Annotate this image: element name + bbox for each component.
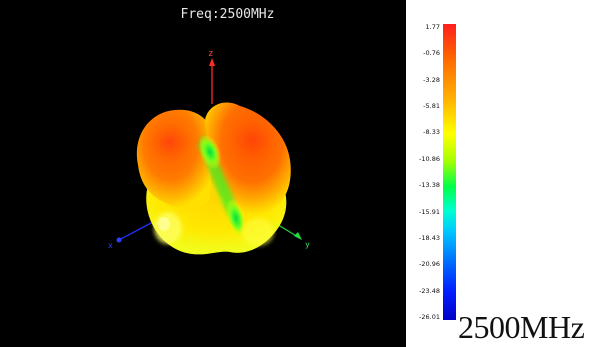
x-axis-label: x bbox=[108, 241, 113, 250]
colorbar-tick-label: -13.38 bbox=[419, 181, 440, 190]
colorbar-tick-label: -15.91 bbox=[419, 207, 440, 216]
colorbar-tick-label: -0.76 bbox=[423, 49, 440, 58]
colorbar-tick-label: -20.96 bbox=[419, 260, 440, 269]
radiation-pattern-scene[interactable]: z x y bbox=[0, 0, 455, 347]
colorbar-tick-label: -10.86 bbox=[419, 154, 440, 163]
colorbar-tick-label: -5.81 bbox=[423, 102, 440, 111]
y-axis-label: y bbox=[305, 240, 310, 249]
colorbar-panel: 1.77 -0.76 -3.28 -5.81 -8.33 -10.86 -13.38 -15.… bbox=[406, 0, 456, 347]
colorbar-tick-label: -18.43 bbox=[419, 233, 440, 242]
colorbar-gradient bbox=[443, 24, 456, 320]
frequency-title: Freq:2500MHz bbox=[180, 7, 275, 22]
colorbar-tick-label: -8.33 bbox=[423, 128, 440, 137]
colorbar-tick-label: -3.28 bbox=[423, 75, 440, 84]
colorbar-tick-label: -26.01 bbox=[419, 313, 440, 321]
radiation-pattern-surface[interactable] bbox=[136, 102, 291, 255]
z-axis-label: z bbox=[208, 49, 213, 59]
colorbar-tick-label: 1.77 bbox=[425, 23, 440, 31]
frequency-caption: 2500MHz bbox=[458, 309, 585, 345]
colorbar-tick-label: -23.48 bbox=[419, 286, 440, 295]
3d-viewport[interactable]: Freq:2500MHz bbox=[0, 0, 455, 347]
